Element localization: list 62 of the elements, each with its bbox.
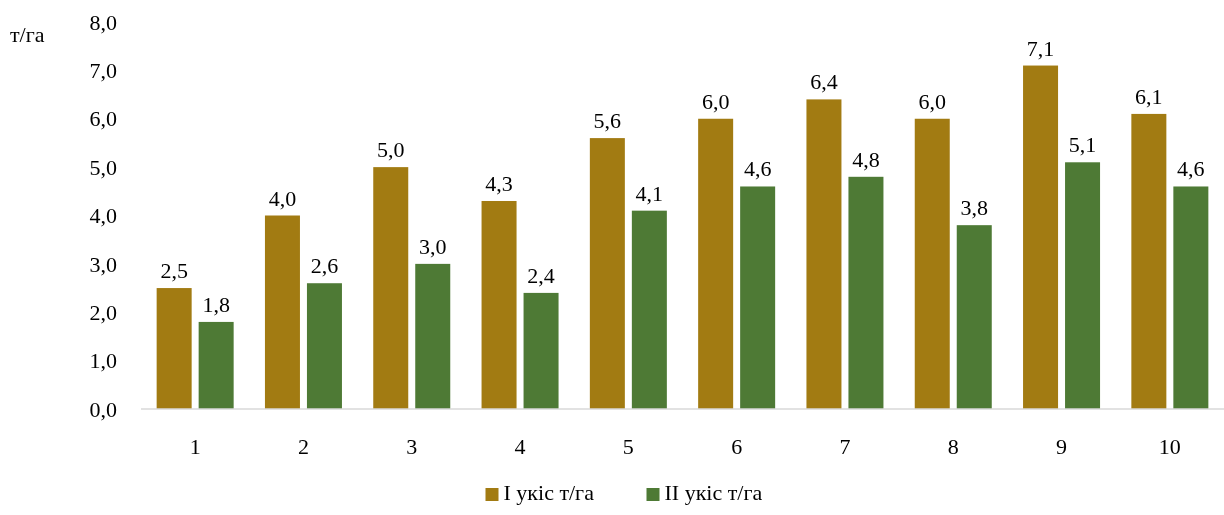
data-label: 6,1 — [1135, 83, 1163, 109]
x-tick-label: 9 — [1056, 434, 1068, 459]
bar — [481, 200, 517, 409]
bar — [848, 176, 884, 409]
bar — [956, 225, 992, 409]
data-label: 2,5 — [160, 258, 188, 284]
bar — [806, 99, 842, 409]
bar — [306, 283, 342, 409]
bar — [740, 186, 776, 409]
x-tick-label: 10 — [1158, 434, 1181, 459]
bar — [1173, 186, 1209, 409]
data-label: 7,1 — [1026, 35, 1055, 61]
bar — [698, 118, 734, 409]
bar — [156, 288, 192, 409]
y-tick-label: 7,0 — [89, 58, 117, 84]
data-label: 6,0 — [701, 88, 730, 114]
x-tick-label: 7 — [839, 434, 851, 459]
data-label: 4,3 — [485, 170, 513, 196]
y-tick-label: 5,0 — [89, 154, 117, 180]
data-label: 4,1 — [635, 180, 664, 206]
y-axis-title: т/га — [10, 22, 45, 47]
bar — [631, 210, 667, 409]
data-label: 4,0 — [268, 185, 297, 211]
legend-label: ІІ укіс т/га — [664, 480, 763, 505]
y-tick-label: 3,0 — [89, 251, 117, 277]
data-label: 3,0 — [419, 233, 447, 259]
data-label: 1,8 — [202, 291, 230, 317]
y-tick-label: 0,0 — [89, 396, 117, 422]
data-label: 6,4 — [810, 69, 838, 95]
data-label: 4,6 — [1177, 156, 1205, 182]
bar — [914, 118, 950, 409]
data-label: 5,1 — [1068, 132, 1097, 158]
bar — [523, 292, 559, 409]
x-tick-label: 5 — [622, 434, 634, 459]
data-label: 3,8 — [960, 195, 988, 221]
y-tick-label: 6,0 — [89, 106, 117, 132]
bar — [1131, 113, 1167, 409]
bar — [264, 215, 300, 409]
x-tick-label: 6 — [731, 434, 743, 459]
data-label: 4,6 — [743, 156, 772, 182]
data-label: 2,4 — [527, 262, 555, 288]
data-label: 5,0 — [377, 137, 405, 163]
x-tick-label: 3 — [406, 434, 418, 459]
y-tick-label: 8,0 — [89, 9, 117, 35]
x-tick-label: 2 — [297, 434, 309, 459]
bar — [589, 138, 625, 409]
bar — [1023, 65, 1059, 409]
x-tick-label: 1 — [189, 434, 201, 459]
data-label: 2,6 — [310, 253, 339, 279]
bar — [198, 321, 234, 409]
data-label: 4,8 — [852, 146, 880, 172]
data-label: 6,0 — [918, 88, 946, 114]
bar — [415, 263, 451, 409]
x-tick-label: 8 — [947, 434, 959, 459]
bar — [1065, 162, 1101, 409]
y-tick-label: 2,0 — [89, 299, 117, 325]
bar — [373, 167, 409, 409]
legend-label: І укіс т/га — [503, 480, 595, 505]
x-tick-label: 4 — [514, 434, 526, 459]
y-tick-label: 4,0 — [89, 203, 117, 229]
data-label: 5,6 — [593, 108, 622, 134]
y-tick-label: 1,0 — [89, 348, 117, 374]
